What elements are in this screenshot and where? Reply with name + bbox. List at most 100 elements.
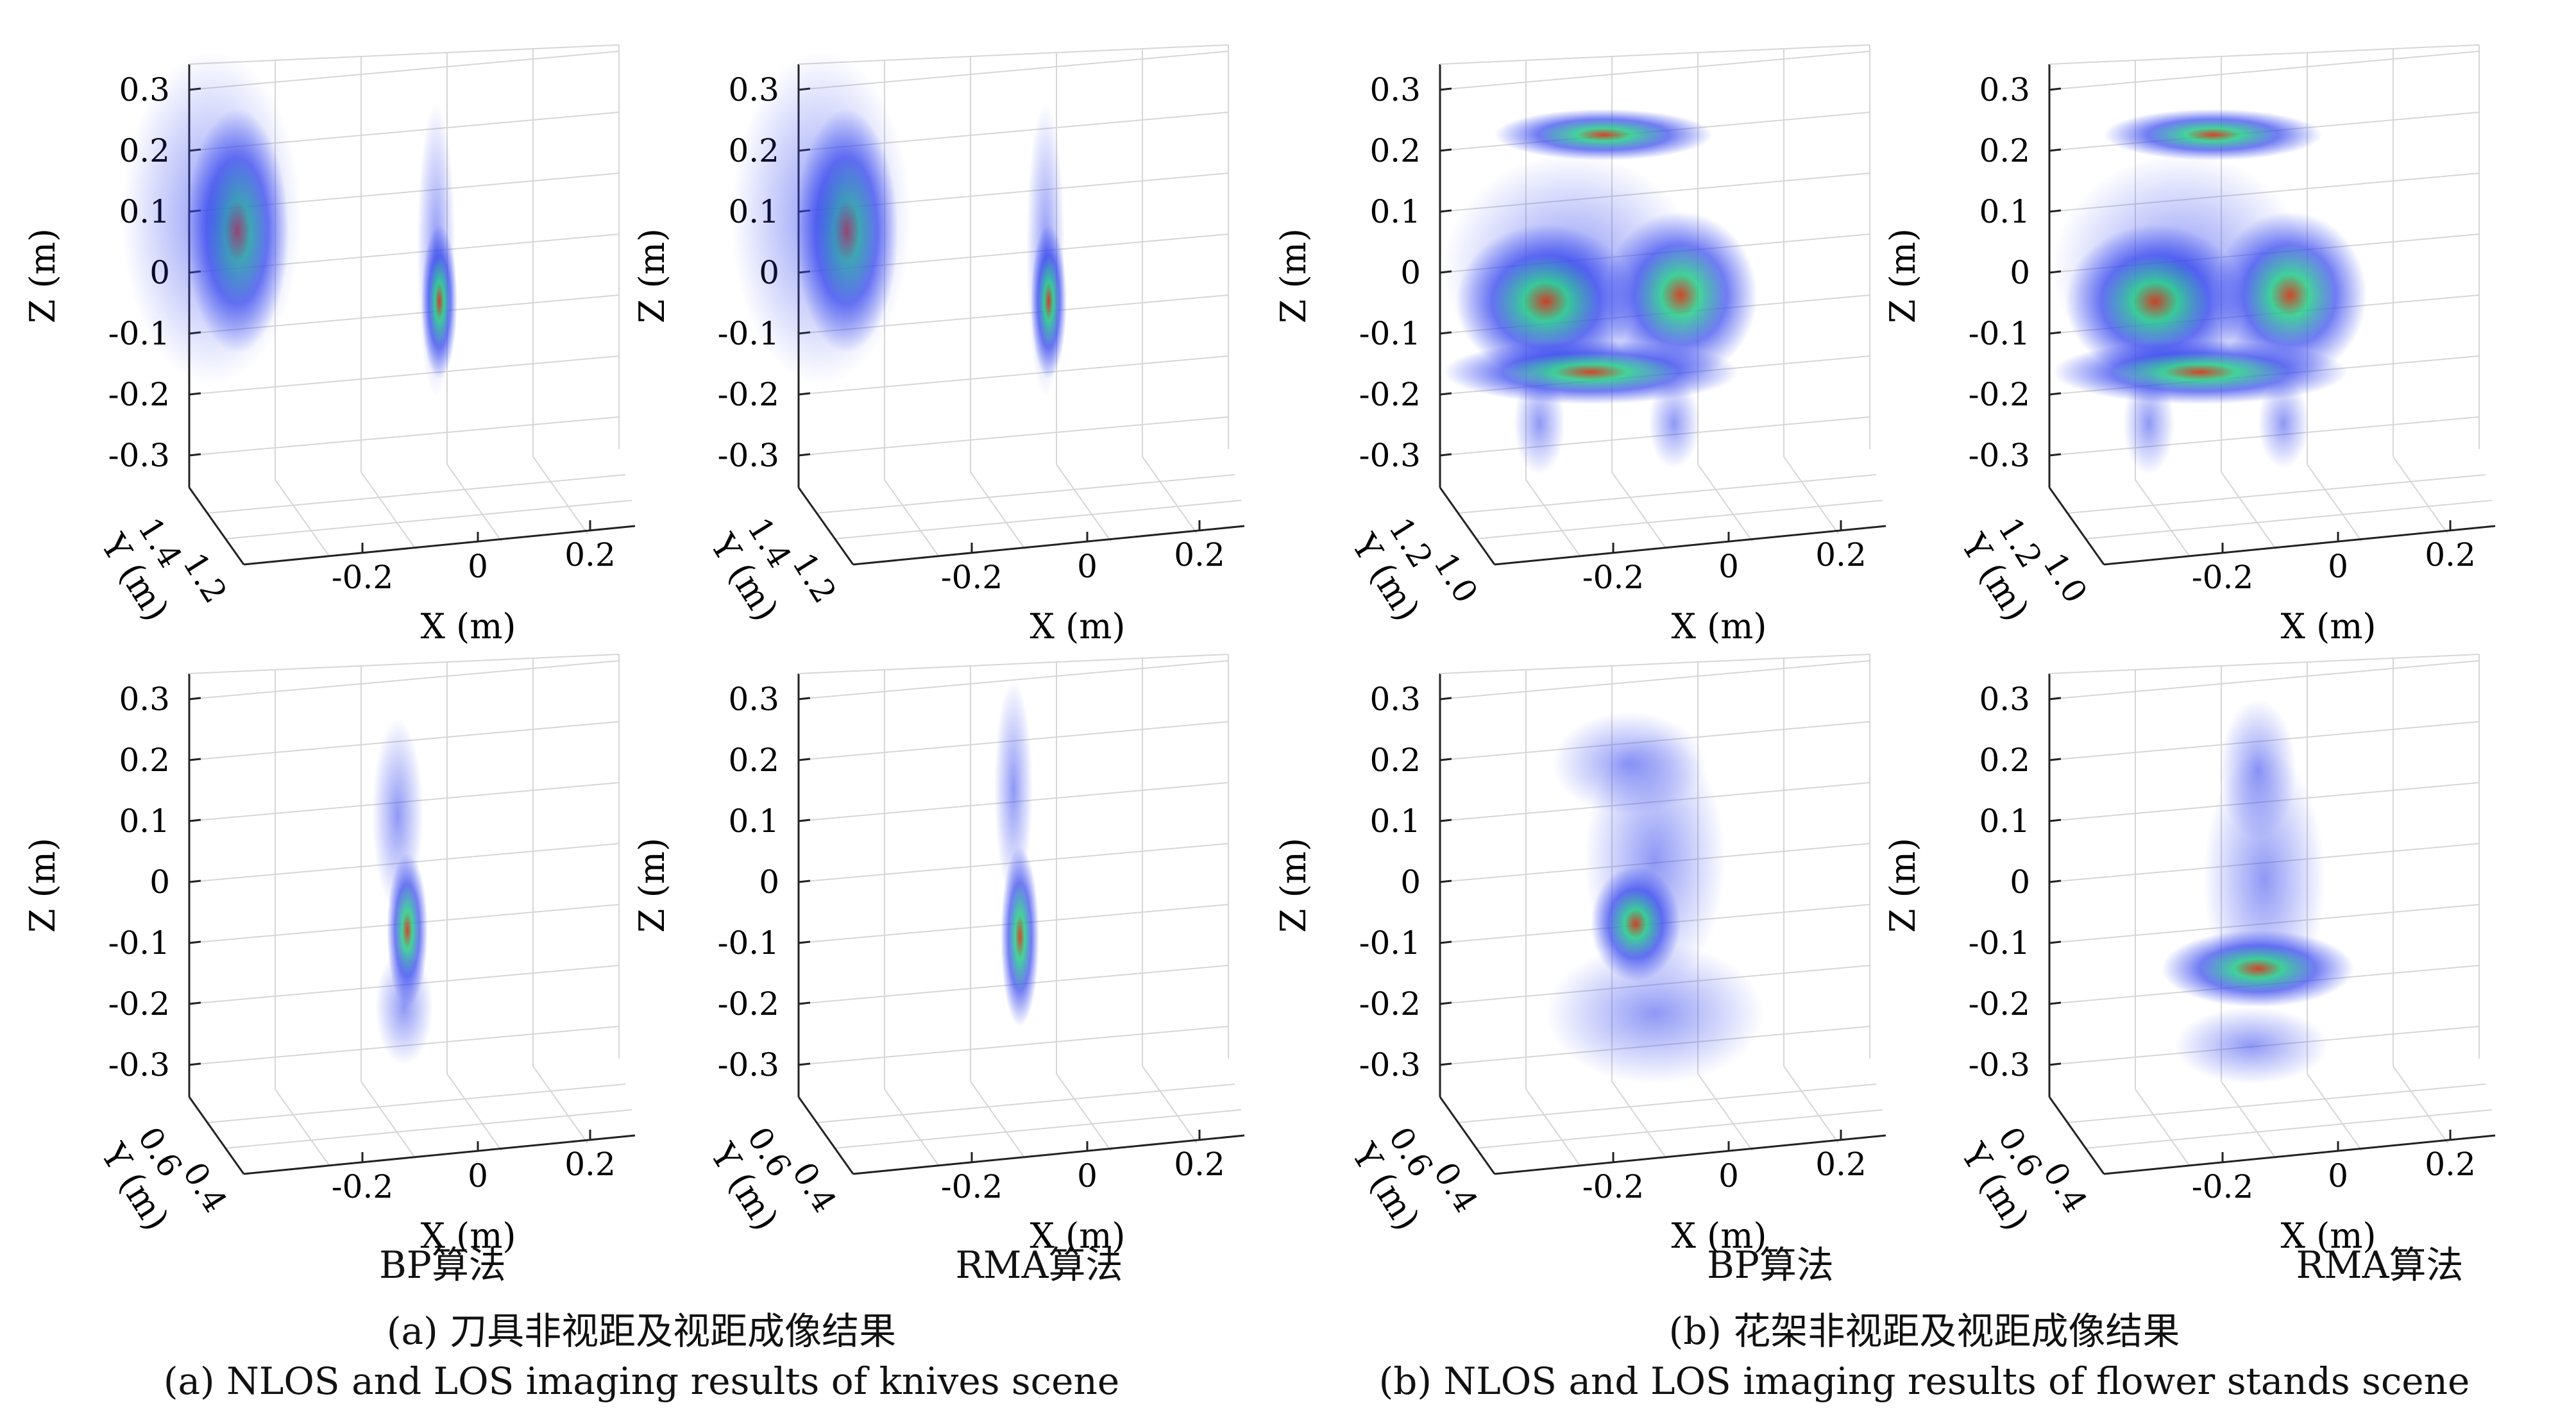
gridline-floor [1697,464,1753,542]
z-tick-mark [189,819,201,822]
intensity-blob [1495,109,1713,160]
plot-3d-svg: 0.30.20.10-0.1-0.2-0.3-0.200.21.41.2Z (m… [22,44,636,647]
plot-3d-svg: 0.30.20.10-0.1-0.2-0.3-0.200.21.41.2Z (m… [632,44,1245,647]
z-tick-label: 0.2 [1979,742,2030,779]
y-axis-line [2048,1096,2105,1175]
gridline-floor [2307,464,2362,542]
z-axis-label: Z (m) [1883,838,1923,933]
z-tick-mark [1439,392,1452,396]
plot-panel-knives-nlos-bp: 0.30.20.10-0.1-0.2-0.3-0.200.21.41.2Z (m… [19,38,636,654]
z-tick-label: -0.2 [718,985,779,1023]
gridline-floor [884,1089,940,1167]
gridline-floor-depth [816,474,1235,514]
box-top-edge [798,654,1229,674]
gridline-floor-depth [1475,500,1883,539]
x-tick-label: 0 [468,548,488,585]
intensity-blob [1604,212,1758,378]
gridline-floor [532,456,588,534]
x-axis-line [1494,525,1886,566]
intensity-blob [1443,340,1738,404]
plot-3d-svg: 0.30.20.10-0.1-0.2-0.3-0.2 0 0.20.60.4Z (m… [632,654,1245,1256]
y-axis-line [797,1096,854,1175]
z-tick-label: 0.1 [1979,803,2030,840]
intensity-blob [2053,340,2348,404]
x-tick-label: -0.2 [2192,1168,2253,1205]
z-axis-label: Z (m) [1273,838,1314,933]
box-top-edge [798,44,1229,65]
intensity-blob [1001,847,1039,1026]
z-tick-mark [798,879,811,883]
z-tick-mark [2049,87,2062,91]
z-tick-label: -0.1 [108,924,170,962]
gridline-floor [2221,1081,2276,1159]
z-tick-mark [189,879,201,883]
intensity-blob [994,680,1033,898]
plot-panel-flower_stands-los-bp: 0.3 0.2 0.1 0 -0.1 -0.2 -0.3 -0.2 0 0.2 0.6 0.4 Z (m… [1270,648,1886,1264]
z-tick-mark [189,1001,201,1005]
z-tick-label: -0.3 [108,1046,170,1083]
intensity-blob [2213,212,2367,378]
intensity-blob [1546,943,1764,1084]
z-tick-mark [798,697,811,701]
gridline-back [798,416,1229,456]
x-tick-label: 0 [1077,1157,1097,1194]
z-tick-mark [2049,697,2062,701]
z-tick-mark [1439,697,1452,701]
z-tick-mark [1439,148,1452,152]
intensity-blob [375,949,433,1065]
x-tick-label: 0.2 [1174,536,1225,573]
z-tick-label: -0.3 [718,437,779,474]
gridline-back [1439,51,1870,90]
z-tick-label: 0 [1400,863,1421,901]
gridline-back [189,660,620,700]
intensity-blob [2104,109,2322,160]
intensity-blob [2162,930,2354,1007]
gridline-back [189,355,620,395]
algorithm-label-flower-bp: BP算法 [1707,1243,1834,1287]
z-tick-label: 0.3 [119,681,170,718]
z-tick-label: -0.2 [1969,985,2030,1023]
y-axis-line [188,487,245,565]
x-tick-label: -0.2 [332,1168,393,1205]
z-tick-mark [1439,453,1452,457]
z-tick-label: -0.1 [1359,315,1421,352]
intensity-blob [421,225,457,378]
gridline-floor [275,1089,330,1167]
intensity-blob [731,51,911,385]
box-top-edge [1439,44,1870,65]
gridline-floor [1142,1066,1198,1144]
z-tick-mark [2049,392,2062,396]
gridline-floor [446,464,502,542]
gridline-floor [446,1073,502,1151]
z-tick-mark [798,819,811,822]
gridline-floor-depth [834,1109,1242,1149]
z-tick-mark [189,1062,201,1066]
y-axis-line [1439,487,1496,565]
gridline-floor-depth [834,500,1242,539]
y-axis-line [797,487,854,565]
z-tick-mark [2049,209,2062,213]
x-axis-label: X (m) [1030,606,1126,647]
algorithm-label-knives-bp: BP算法 [379,1243,506,1287]
x-tick-label: 0.2 [564,536,616,573]
gridline-floor-depth [1457,1083,1877,1123]
gridline-floor-depth [2067,1083,2486,1123]
z-tick-label: 0.3 [1979,681,2030,718]
x-axis-line [243,525,636,566]
z-tick-label: -0.3 [1969,437,2030,474]
gridline-floor [1611,471,1667,550]
z-tick-label: 0.2 [728,742,779,779]
z-tick-label: 0.1 [1979,193,2030,230]
x-tick-label: 0.2 [1815,1146,1867,1183]
caption-a-en: (a) NLOS and LOS imaging results of kniv… [163,1359,1120,1403]
z-tick-label: 0.3 [728,681,779,718]
x-tick-label: 0 [1718,1157,1739,1194]
z-tick-mark [798,758,811,761]
box-top-edge [189,654,620,674]
box-top-edge [1439,654,1870,674]
x-axis-label: X (m) [1672,1216,1767,1256]
z-tick-mark [2049,940,2062,944]
z-tick-mark [798,1062,811,1066]
x-axis-line [1494,1134,1886,1175]
x-tick-label: 0 [468,1157,488,1194]
